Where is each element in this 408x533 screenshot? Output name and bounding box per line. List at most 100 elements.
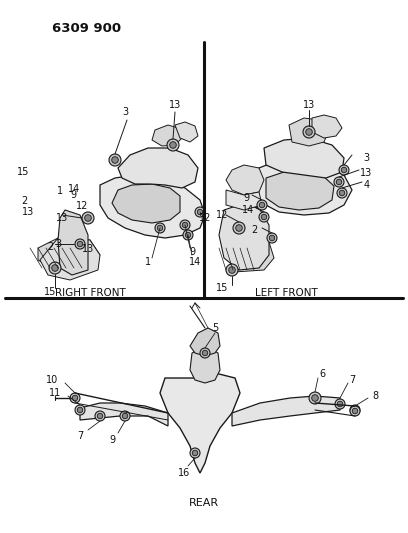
- Polygon shape: [219, 205, 269, 270]
- Circle shape: [71, 394, 79, 402]
- Polygon shape: [190, 346, 220, 383]
- Polygon shape: [289, 118, 329, 146]
- Circle shape: [112, 157, 118, 163]
- Text: 13: 13: [22, 207, 34, 216]
- Circle shape: [77, 241, 83, 247]
- Text: 16: 16: [178, 468, 190, 478]
- Circle shape: [341, 167, 347, 173]
- Polygon shape: [224, 240, 274, 272]
- Text: REAR: REAR: [189, 498, 219, 508]
- Circle shape: [233, 222, 245, 234]
- Circle shape: [336, 179, 342, 185]
- Circle shape: [267, 233, 277, 243]
- Polygon shape: [58, 210, 88, 275]
- Circle shape: [259, 202, 265, 208]
- Polygon shape: [190, 328, 220, 356]
- Text: 4: 4: [364, 180, 370, 190]
- Text: 2: 2: [47, 242, 53, 252]
- Circle shape: [226, 264, 238, 276]
- Circle shape: [122, 413, 128, 419]
- Text: 5: 5: [212, 323, 218, 333]
- Polygon shape: [266, 170, 334, 210]
- Text: LEFT FRONT: LEFT FRONT: [255, 288, 317, 298]
- Circle shape: [120, 411, 130, 421]
- Circle shape: [353, 408, 357, 413]
- Text: 14: 14: [68, 184, 80, 194]
- Text: 15: 15: [44, 287, 56, 297]
- Circle shape: [180, 220, 190, 230]
- Text: 7: 7: [349, 375, 355, 385]
- Circle shape: [185, 232, 191, 238]
- Circle shape: [200, 348, 210, 358]
- Text: 13: 13: [56, 213, 68, 223]
- Polygon shape: [232, 396, 340, 426]
- Text: 13: 13: [82, 244, 94, 254]
- Text: 13: 13: [303, 100, 315, 110]
- Circle shape: [183, 230, 193, 240]
- Circle shape: [309, 392, 321, 404]
- Text: 13: 13: [169, 100, 181, 110]
- Circle shape: [350, 405, 360, 415]
- Text: 3: 3: [55, 239, 61, 249]
- Circle shape: [190, 448, 200, 458]
- Circle shape: [339, 190, 345, 196]
- Circle shape: [192, 450, 198, 456]
- Text: 9: 9: [70, 190, 77, 200]
- Text: 9: 9: [109, 435, 115, 445]
- Circle shape: [303, 126, 315, 138]
- Circle shape: [335, 399, 345, 409]
- Circle shape: [49, 262, 61, 274]
- Circle shape: [95, 411, 105, 421]
- Circle shape: [82, 212, 94, 224]
- Circle shape: [109, 154, 121, 166]
- Circle shape: [170, 142, 176, 148]
- Circle shape: [70, 393, 80, 403]
- Text: 14: 14: [189, 257, 201, 267]
- Circle shape: [259, 212, 269, 222]
- Text: 6309 900: 6309 900: [52, 22, 121, 35]
- Polygon shape: [100, 175, 205, 238]
- Circle shape: [352, 408, 358, 414]
- Polygon shape: [40, 238, 100, 280]
- Text: 13: 13: [360, 168, 372, 178]
- Circle shape: [197, 209, 203, 215]
- Circle shape: [229, 266, 235, 273]
- Text: 3: 3: [363, 153, 369, 163]
- Text: 3: 3: [122, 107, 128, 117]
- Polygon shape: [264, 138, 344, 178]
- Circle shape: [195, 207, 205, 217]
- Text: 1: 1: [57, 185, 63, 196]
- Text: 10: 10: [46, 375, 58, 385]
- Text: 12: 12: [76, 200, 89, 211]
- Circle shape: [155, 223, 165, 233]
- Text: 9: 9: [243, 193, 249, 203]
- Circle shape: [261, 214, 267, 220]
- Text: 9: 9: [189, 247, 195, 257]
- Polygon shape: [38, 238, 100, 270]
- Circle shape: [257, 200, 267, 210]
- Text: 14: 14: [242, 205, 254, 215]
- Circle shape: [269, 235, 275, 241]
- Circle shape: [157, 225, 163, 231]
- Polygon shape: [152, 125, 182, 146]
- Text: RIGHT FRONT: RIGHT FRONT: [55, 288, 125, 298]
- Circle shape: [97, 413, 103, 419]
- Circle shape: [306, 128, 312, 135]
- Polygon shape: [226, 165, 264, 195]
- Circle shape: [52, 265, 58, 271]
- Text: 15: 15: [216, 283, 228, 293]
- Polygon shape: [118, 148, 198, 188]
- Text: 12: 12: [199, 213, 211, 223]
- Polygon shape: [175, 122, 198, 142]
- Polygon shape: [112, 184, 180, 223]
- Polygon shape: [252, 160, 352, 215]
- Circle shape: [182, 222, 188, 228]
- Circle shape: [167, 139, 179, 151]
- Circle shape: [75, 405, 85, 415]
- Circle shape: [350, 406, 360, 416]
- Text: 6: 6: [319, 369, 325, 379]
- Text: 2: 2: [251, 225, 257, 235]
- Circle shape: [337, 401, 343, 407]
- Circle shape: [75, 239, 85, 249]
- Circle shape: [337, 188, 347, 198]
